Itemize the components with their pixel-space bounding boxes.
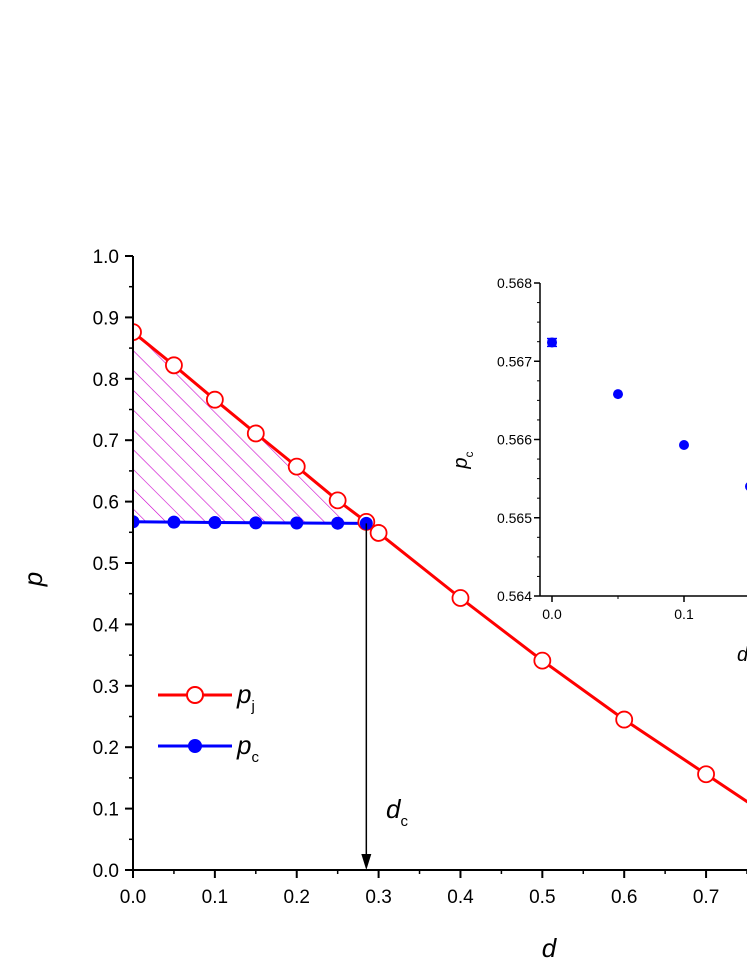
inset-background	[540, 283, 747, 596]
data-point-pj	[246, 424, 265, 443]
legend-item-pc: pc	[158, 730, 259, 766]
y-tick-label: 0.6	[93, 493, 119, 514]
x-tick-label: 0.4	[447, 887, 474, 908]
series-points-pj	[133, 323, 715, 784]
inset-y-ticks: 0.564 0.565 0.566 0.567 0.568	[497, 275, 540, 604]
dc-label: dc	[386, 794, 408, 830]
inset-y-tick-label: 0.564	[497, 588, 532, 604]
y-tick-label: 0.1	[93, 800, 119, 821]
data-point-pj	[533, 651, 552, 670]
y-axis-title: p	[18, 572, 48, 587]
inset-y-axis-title: pc	[450, 451, 476, 469]
legend-label-pc: pc	[236, 730, 259, 766]
data-point-pc	[133, 515, 140, 529]
data-point-pj	[697, 765, 715, 784]
data-point-pj	[165, 356, 183, 375]
inset-y-tick-label: 0.565	[497, 510, 532, 526]
main-plot-area	[133, 323, 747, 804]
y-tick-label: 0.4	[93, 615, 120, 636]
y-tick-label: 0.2	[93, 738, 119, 759]
x-axis-title: d	[542, 933, 558, 963]
x-tick-label: 0.3	[365, 887, 391, 908]
data-point-pc	[249, 516, 263, 530]
y-tick-label: 0.7	[93, 431, 119, 452]
data-point-pc	[290, 516, 304, 530]
inset-data-point	[613, 389, 623, 400]
legend-marker-pc	[188, 739, 202, 753]
legend-item-pj: pj	[158, 679, 255, 715]
y-tick-label: 0.5	[93, 554, 119, 575]
x-ticks: 0.0 0.1 0.2 0.3 0.4 0.5 0.6 0.7	[120, 870, 747, 908]
data-point-pj	[615, 710, 634, 729]
x-tick-label: 0.6	[611, 887, 637, 908]
y-tick-label: 0.3	[93, 677, 119, 698]
dc-arrow-head	[361, 854, 372, 870]
inset-x-ticks: 0.0 0.1	[542, 596, 694, 622]
inset-data-point	[547, 337, 557, 348]
inset-y-tick-label: 0.568	[497, 275, 532, 291]
data-point-pj	[328, 491, 347, 510]
x-tick-label: 0.2	[284, 887, 310, 908]
y-ticks: 0.0 0.1 0.2 0.3 0.4 0.5 0.6 0.7 0.8 0.9 1.0	[93, 247, 133, 882]
legend: pj pc	[158, 679, 259, 766]
data-point-pj	[133, 323, 142, 342]
legend-label-pj: pj	[236, 679, 255, 715]
dc-annotation: dc	[361, 523, 408, 870]
data-point-pj	[205, 390, 224, 409]
x-tick-label: 0.1	[202, 887, 228, 908]
inset-points	[547, 337, 747, 491]
x-tick-label: 0.0	[120, 887, 146, 908]
data-point-pj	[287, 457, 306, 476]
data-point-pj	[369, 524, 388, 542]
y-tick-label: 0.9	[93, 308, 119, 329]
y-tick-label: 1.0	[93, 247, 119, 268]
inset-chart: 0.564 0.565 0.566 0.567 0.568 0.0 0.1 pc d	[450, 275, 747, 666]
data-point-pc	[331, 516, 345, 530]
inset-x-tick-label: 0.1	[674, 606, 694, 622]
y-tick-label: 0.0	[93, 861, 119, 882]
data-point-pc	[208, 516, 222, 530]
inset-data-point	[679, 439, 689, 450]
data-point-pj	[451, 589, 470, 607]
series-points-pc	[133, 515, 373, 530]
main-axes: 0.0 0.1 0.2 0.3 0.4 0.5 0.6 0.7 0.8 0.9 1.0 0.0 0.1…	[93, 247, 747, 908]
inset-x-tick-label: 0.0	[542, 606, 562, 622]
inset-y-tick-label: 0.566	[497, 432, 532, 448]
legend-marker-pj	[186, 686, 204, 704]
inset-x-axis-title: d	[737, 644, 747, 666]
y-tick-label: 0.8	[93, 370, 119, 391]
inset-y-tick-label: 0.567	[497, 353, 532, 369]
data-point-pc	[167, 515, 181, 529]
x-tick-label: 0.7	[693, 887, 719, 908]
x-tick-label: 0.5	[529, 887, 555, 908]
